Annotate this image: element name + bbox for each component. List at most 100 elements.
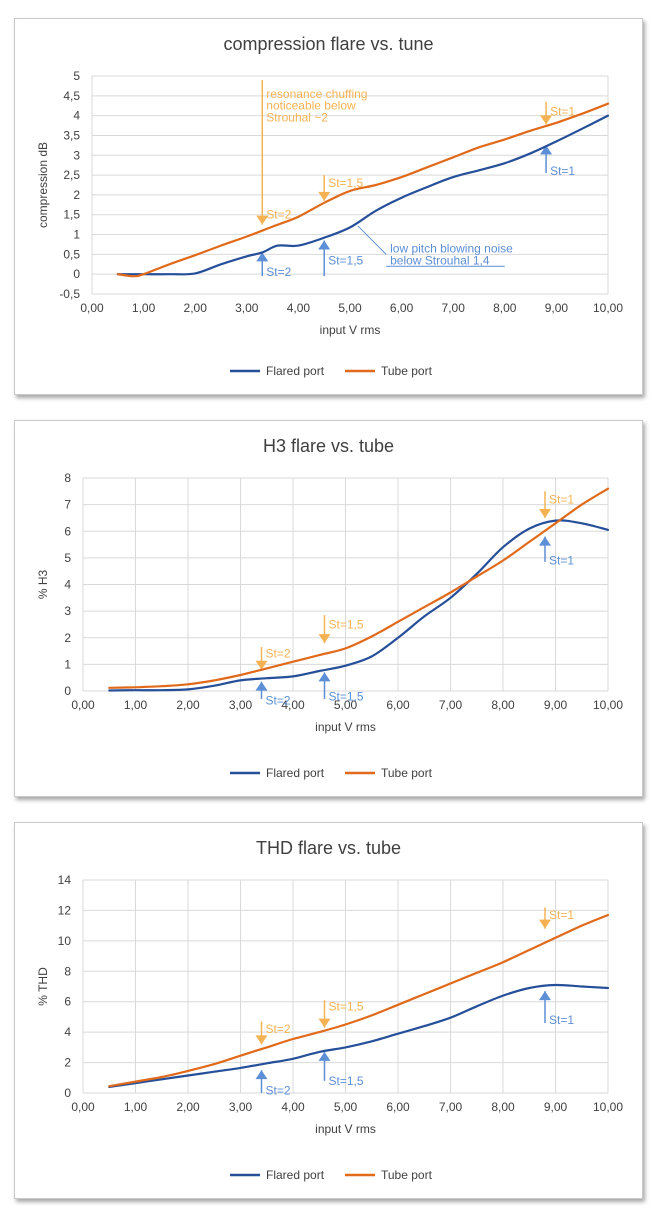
y-tick-label: 0,5 [63, 247, 80, 261]
annotation-label: St=1 [550, 105, 575, 119]
down-arrow-marker-head [318, 191, 331, 201]
x-tick-label: 0,00 [71, 698, 95, 712]
y-tick-label: 0 [64, 684, 71, 698]
y-tick-label: 6 [64, 524, 71, 538]
annotation-label: St=2 [266, 1022, 291, 1036]
x-tick-label: 4,00 [287, 301, 311, 315]
x-tick-label: 2,00 [176, 698, 200, 712]
annotation-label: resonance chuffing [266, 87, 367, 101]
legend-label: Tube port [381, 1168, 433, 1182]
up-arrow-marker-head [318, 240, 331, 250]
x-tick-label: 10,00 [593, 301, 623, 315]
y-tick-label: 4 [73, 109, 80, 123]
legend-label: Flared port [266, 364, 325, 378]
x-tick-label: 8,00 [491, 1100, 515, 1114]
x-tick-label: 1,00 [124, 698, 148, 712]
chart-panel-h3: H3 flare vs. tube 0 1 2 3 4 5 6 7 8 0,00 1,00 2,00 3,… [14, 420, 643, 797]
annotation-label: St=1,5 [329, 999, 364, 1013]
annotation-label: St=1 [549, 908, 574, 922]
x-tick-label: 2,00 [176, 1100, 200, 1114]
x-tick-label: 6,00 [390, 301, 414, 315]
down-arrow-marker-head [539, 919, 551, 929]
x-tick-label: 6,00 [386, 698, 410, 712]
down-arrow-marker-head [255, 1035, 268, 1045]
x-tick-label: 5,00 [334, 698, 358, 712]
down-arrow-marker-head [539, 508, 551, 518]
y-tick-label: 2 [64, 1056, 71, 1070]
y-tick-label: 1 [64, 657, 71, 671]
legend-label: Flared port [266, 1168, 325, 1182]
annotation-label: St=1,5 [329, 689, 364, 703]
x-tick-label: 4,00 [281, 1100, 305, 1114]
x-tick-label: 8,00 [491, 698, 515, 712]
y-tick-label: 1 [73, 228, 80, 242]
y-tick-label: 4,5 [63, 89, 80, 103]
series-line-flared-port [108, 519, 610, 692]
x-tick-label: 8,00 [493, 301, 517, 315]
y-tick-label: 3 [64, 604, 71, 618]
y-tick-label: 4 [64, 1025, 71, 1039]
annotation-label: St=2 [266, 693, 291, 707]
annotation-label: low pitch blowing noise [390, 241, 513, 255]
x-tick-label: 9,00 [544, 698, 568, 712]
up-arrow-marker-head [256, 252, 269, 262]
series-line-flared-port [108, 983, 610, 1088]
y-tick-label: 12 [58, 903, 72, 917]
y-axis-title: compression dB [36, 142, 50, 228]
annotation-label: St=1 [549, 554, 574, 568]
chart-title: THD flare vs. tube [256, 838, 401, 858]
chart-panel-thd: THD flare vs. tube 0 2 4 6 8 10 12 14 0,00 1,00 2,0… [14, 822, 643, 1199]
annotation-label: St=1,5 [328, 253, 363, 267]
y-tick-label: 2 [73, 188, 80, 202]
callout-leader-line [357, 225, 387, 255]
annotation-label: St=1,5 [328, 176, 363, 190]
x-tick-label: 5,00 [334, 1100, 358, 1114]
y-tick-label: -0,5 [59, 287, 80, 301]
x-axis-title: input V rms [315, 720, 376, 734]
legend-label: Flared port [266, 766, 325, 780]
x-tick-label: 9,00 [545, 301, 569, 315]
series-line-tube-port [108, 487, 610, 689]
x-tick-label: 3,00 [229, 1100, 253, 1114]
legend-label: Tube port [381, 364, 433, 378]
y-tick-label: 2 [64, 631, 71, 645]
up-arrow-marker-head [318, 1051, 331, 1061]
y-tick-label: 5 [64, 551, 71, 565]
y-tick-label: 1,5 [63, 208, 80, 222]
y-tick-label: 8 [64, 471, 71, 485]
x-tick-label: 9,00 [544, 1100, 568, 1114]
annotation-label: St=2 [266, 647, 291, 661]
chart-svg: H3 flare vs. tube 0 1 2 3 4 5 6 7 8 0,00 1,00 2,00 3,… [36, 436, 623, 780]
annotation-label: St=2 [266, 208, 291, 222]
series-line-tube-port [116, 102, 610, 278]
x-tick-label: 7,00 [439, 1100, 463, 1114]
y-tick-label: 14 [58, 873, 72, 887]
chart-svg: compression flare vs. tune -0,5 0 0,5 1 1,5 2 2… [36, 34, 623, 378]
up-arrow-marker-head [539, 991, 551, 1001]
x-axis-title: input V rms [315, 1122, 376, 1136]
x-tick-label: 1,00 [124, 1100, 148, 1114]
annotation-label: St=2 [266, 1084, 291, 1098]
down-arrow-marker-head [318, 1018, 331, 1028]
x-tick-label: 1,00 [132, 301, 156, 315]
y-tick-label: 5 [73, 69, 80, 83]
y-tick-label: 3 [73, 148, 80, 162]
y-tick-label: 2,5 [63, 168, 80, 182]
annotation-label: Strouhal ~2 [266, 111, 328, 125]
y-tick-label: 7 [64, 498, 71, 512]
y-tick-label: 4 [64, 578, 71, 592]
y-tick-label: 10 [58, 934, 72, 948]
x-axis-title: input V rms [320, 323, 381, 337]
x-tick-label: 3,00 [235, 301, 259, 315]
x-tick-label: 5,00 [338, 301, 362, 315]
x-tick-label: 10,00 [593, 1100, 623, 1114]
x-tick-label: 10,00 [593, 698, 623, 712]
up-arrow-marker-head [318, 672, 331, 682]
x-tick-label: 2,00 [184, 301, 208, 315]
x-tick-label: 0,00 [71, 1100, 95, 1114]
annotation-label: St=1,5 [329, 1074, 364, 1088]
down-arrow-marker-head [255, 660, 268, 670]
y-axis-title: % H3 [36, 570, 50, 600]
down-arrow-marker-head [256, 215, 269, 225]
y-tick-label: 6 [64, 995, 71, 1009]
